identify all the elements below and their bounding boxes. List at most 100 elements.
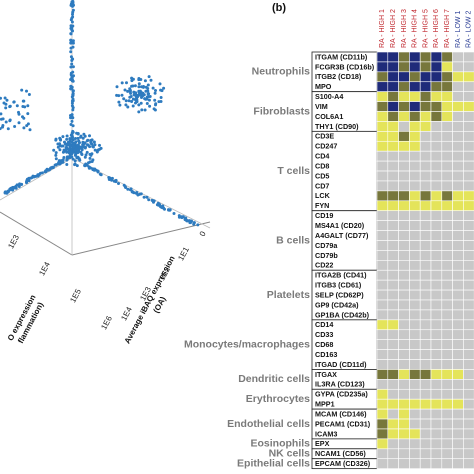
heatmap-cell: [387, 458, 399, 469]
heatmap-cell: [387, 269, 399, 281]
heatmap-cell: [441, 210, 453, 221]
heatmap-cell: [398, 51, 410, 63]
scatter-dot: [154, 89, 157, 92]
heatmap-cell: [419, 398, 432, 410]
gene-label: VIM: [315, 102, 328, 111]
heatmap-cell: [409, 458, 421, 469]
scatter-dot: [93, 143, 97, 147]
heatmap-cell: [376, 438, 389, 450]
gene-label: CD7: [315, 181, 329, 190]
scatter-dot: [5, 190, 9, 194]
scatter-dot: [51, 165, 55, 169]
heatmap-cell: [452, 160, 464, 172]
scatter-dot: [177, 214, 181, 218]
heatmap-cell: [430, 269, 443, 281]
gene-label: ITGB2 (CD18): [315, 72, 362, 81]
scatter-dot: [154, 102, 158, 106]
scatter-dot: [73, 163, 77, 167]
heatmap-cell: [419, 329, 432, 340]
scatter-dot: [95, 150, 99, 154]
scatter-dot: [128, 87, 132, 91]
heatmap-cell: [441, 61, 453, 73]
gene-label: ITGAD (CD11d): [315, 360, 367, 369]
scatter-dot: [26, 112, 30, 116]
scatter-dot: [88, 145, 92, 149]
heatmap-cell: [398, 250, 410, 261]
scatter-dot: [40, 171, 44, 175]
heatmap-cell: [419, 240, 432, 251]
scatter-dot: [159, 96, 163, 99]
scatter-dot: [27, 93, 31, 96]
scatter-dot: [89, 140, 93, 144]
heatmap-cell: [376, 309, 389, 321]
gene-label: CD8: [315, 161, 329, 170]
heatmap-cell: [441, 418, 453, 430]
scatter-dot: [20, 88, 24, 92]
heatmap-cell: [398, 200, 410, 212]
group-label: T cells: [277, 165, 310, 177]
scatter-dot: [54, 137, 58, 141]
heatmap-cell: [441, 339, 453, 350]
heatmap-cell: [430, 379, 443, 390]
scatter-dot: [8, 105, 12, 109]
heatmap-cell: [419, 190, 432, 202]
gene-label: EPX: [315, 439, 330, 448]
heatmap-cell: [387, 379, 399, 390]
scatter-dot: [23, 105, 27, 109]
heatmap-cell: [376, 121, 389, 132]
heatmap-cell: [398, 359, 410, 370]
heatmap-cell: [463, 319, 474, 331]
heatmap-cell: [463, 398, 474, 410]
scatter-dot: [110, 178, 114, 182]
heatmap-cell: [419, 319, 432, 331]
axis-tick-label: 1E1: [176, 245, 191, 262]
scatter-dot: [77, 139, 81, 143]
heatmap-cell: [409, 438, 421, 450]
heatmap-cell: [452, 220, 464, 231]
scatter-dot: [88, 152, 92, 156]
heatmap-cell: [409, 260, 421, 271]
heatmap-cell: [452, 61, 464, 73]
scatter-dot: [8, 187, 12, 191]
heatmap-cell: [430, 250, 443, 261]
scatter-dot: [71, 45, 75, 49]
heatmap-cell: [452, 448, 464, 460]
heatmap-cell: [387, 111, 399, 122]
scatter-dot: [70, 28, 74, 32]
group-label: Epithelial cells: [237, 457, 310, 469]
heatmap-cell: [409, 339, 421, 350]
heatmap-cell: [398, 111, 410, 122]
scatter-dot: [71, 99, 75, 103]
group-label: B cells: [276, 234, 310, 246]
heatmap-cell: [441, 101, 453, 112]
scatter-dot: [73, 153, 77, 157]
heatmap-cell: [463, 230, 474, 241]
heatmap-cell: [387, 299, 399, 311]
heatmap-cell: [409, 81, 421, 92]
gene-label: LCK: [315, 191, 331, 200]
heatmap-cell: [430, 230, 443, 241]
heatmap-cell: [441, 180, 453, 192]
heatmap-cell: [463, 220, 474, 231]
gene-label: CD79b: [315, 251, 338, 260]
heatmap-cell: [376, 140, 389, 152]
scatter-dot: [139, 192, 143, 196]
scatter-dot: [145, 195, 149, 199]
heatmap-cell: [409, 250, 421, 261]
scatter-dot: [129, 95, 133, 98]
heatmap-cell: [376, 369, 389, 380]
scatter-dot: [72, 145, 76, 149]
scatter-dot: [70, 136, 74, 140]
scatter-dot: [74, 137, 77, 140]
heatmap-cell: [419, 200, 432, 212]
heatmap-cell: [452, 428, 464, 440]
heatmap-cell: [441, 359, 453, 370]
heatmap-cell: [387, 349, 399, 360]
heatmap-cell: [463, 289, 474, 301]
scatter-dot: [71, 41, 75, 45]
heatmap-cell: [419, 418, 432, 430]
heatmap-cell: [376, 458, 389, 469]
heatmap-cell: [463, 121, 474, 132]
scatter-dot: [82, 132, 86, 136]
scatter-dot: [80, 148, 84, 152]
